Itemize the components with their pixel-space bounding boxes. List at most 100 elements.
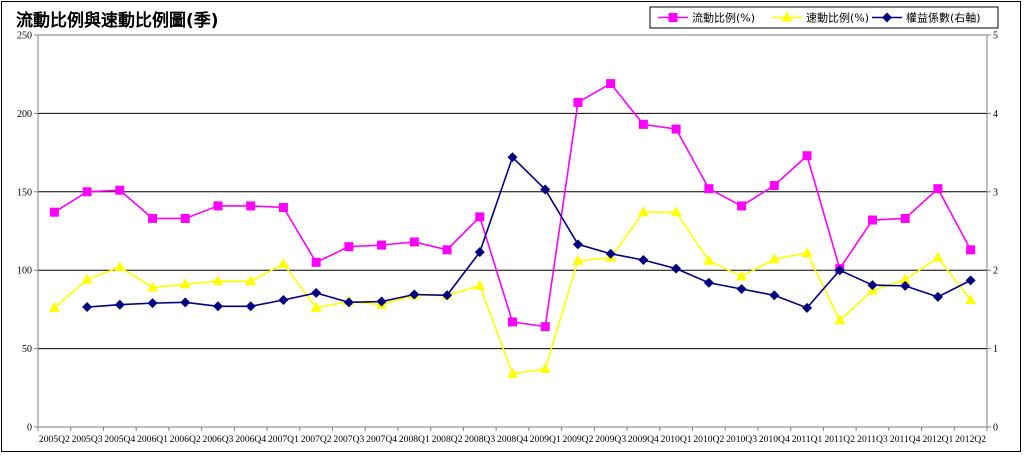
- data-point: [671, 263, 682, 274]
- data-point: [409, 289, 420, 300]
- left-tick-label: 0: [27, 423, 32, 434]
- data-point: [343, 297, 354, 308]
- legend-label: 速動比例(%): [806, 11, 869, 25]
- right-axis: 0 1 2 3 4 5: [987, 31, 998, 434]
- data-point: [114, 261, 126, 272]
- x-tick-label: 2007Q4: [366, 434, 397, 445]
- left-tick-label: 50: [22, 344, 32, 355]
- data-point: [311, 257, 321, 267]
- left-tick-label: 150: [17, 187, 32, 198]
- x-tick-label: 2010Q1: [661, 434, 692, 445]
- x-tick-label: 2009Q3: [595, 434, 626, 445]
- data-point: [802, 151, 812, 161]
- data-point: [572, 239, 583, 250]
- data-point: [212, 301, 223, 312]
- x-tick-label: 2012Q2: [955, 434, 986, 445]
- data-point: [965, 275, 976, 286]
- legend-label: 權益係數(右軸): [906, 11, 981, 25]
- data-point: [638, 255, 649, 266]
- data-point: [572, 254, 584, 265]
- x-tick-label: 2007Q2: [301, 434, 332, 445]
- data-point: [900, 213, 910, 223]
- data-point: [310, 301, 322, 312]
- data-point: [82, 302, 93, 313]
- x-tick-label: 2011Q1: [792, 434, 823, 445]
- data-point: [147, 298, 158, 309]
- data-point: [769, 181, 779, 191]
- left-tick-label: 250: [17, 31, 32, 42]
- plot-area: [37, 34, 988, 428]
- data-point: [933, 184, 943, 194]
- legend: 流動比例(%) 速動比例(%) 權益係數(右軸): [649, 6, 999, 29]
- right-tick-label: 3: [993, 187, 998, 198]
- data-point: [704, 184, 714, 194]
- x-tick-label: 2006Q4: [235, 434, 266, 445]
- data-point: [245, 275, 257, 286]
- data-point: [834, 265, 845, 276]
- data-point: [212, 275, 224, 286]
- data-point: [81, 273, 93, 284]
- data-point: [507, 152, 518, 163]
- x-tick-label: 2008Q2: [432, 434, 463, 445]
- data-point: [48, 301, 60, 312]
- data-point: [376, 296, 387, 307]
- x-tick-label: 2006Q3: [203, 434, 234, 445]
- data-point: [277, 257, 289, 268]
- x-tick-label: 2005Q2: [39, 434, 70, 445]
- x-tick-label: 2009Q4: [628, 434, 659, 445]
- data-point: [736, 284, 747, 295]
- x-tick-label: 2011Q4: [890, 434, 921, 445]
- series-line: [87, 155, 971, 309]
- data-point: [278, 294, 289, 305]
- data-point: [475, 212, 485, 222]
- data-point: [899, 273, 911, 284]
- legend-label: 流動比例(%): [692, 11, 755, 25]
- data-point: [637, 206, 649, 217]
- data-point: [703, 254, 715, 265]
- series-line: [53, 211, 972, 375]
- data-point: [736, 270, 748, 281]
- data-point: [606, 79, 616, 89]
- legend-swatch-marker: [882, 12, 892, 23]
- data-point: [867, 280, 878, 291]
- data-point: [180, 297, 191, 308]
- x-axis: 2005Q2 2005Q3 2005Q4 2006Q1 2006Q2 2006Q3 2006…: [37, 427, 988, 445]
- data-point: [671, 124, 681, 134]
- data-point: [377, 240, 387, 250]
- x-tick-label: 2007Q1: [268, 434, 299, 445]
- right-tick-label: 1: [993, 344, 998, 355]
- data-point: [867, 215, 877, 225]
- x-tick-label: 2008Q3: [464, 434, 495, 445]
- gridlines: [38, 112, 987, 350]
- data-point: [573, 97, 583, 107]
- x-tick-label: 2009Q1: [530, 434, 561, 445]
- right-tick-label: 2: [993, 266, 998, 277]
- data-point: [246, 201, 256, 211]
- series-layer: [48, 79, 977, 378]
- data-point: [768, 253, 780, 264]
- legend-swatch-marker: [781, 11, 793, 22]
- data-point: [670, 206, 682, 217]
- series-1: [49, 79, 976, 332]
- x-tick-label: 2007Q3: [333, 434, 364, 445]
- data-point: [507, 367, 518, 378]
- data-point: [539, 362, 551, 373]
- data-point: [245, 301, 256, 312]
- x-tick-label: 2009Q2: [562, 434, 593, 445]
- data-point: [344, 242, 354, 252]
- x-tick-label: 2008Q4: [497, 434, 528, 445]
- x-tick-label: 2010Q4: [759, 434, 790, 445]
- data-point: [180, 213, 190, 223]
- data-point: [703, 277, 714, 288]
- data-point: [442, 290, 453, 301]
- data-point: [900, 280, 911, 291]
- x-tick-label: 2012Q1: [922, 434, 953, 445]
- chart-title: 流動比例與速動比例圖(季): [16, 10, 219, 31]
- x-tick-label: 2011Q2: [824, 434, 855, 445]
- data-point: [737, 201, 747, 211]
- x-tick-label: 2010Q2: [693, 434, 724, 445]
- data-point: [638, 119, 648, 129]
- left-tick-label: 200: [17, 109, 32, 120]
